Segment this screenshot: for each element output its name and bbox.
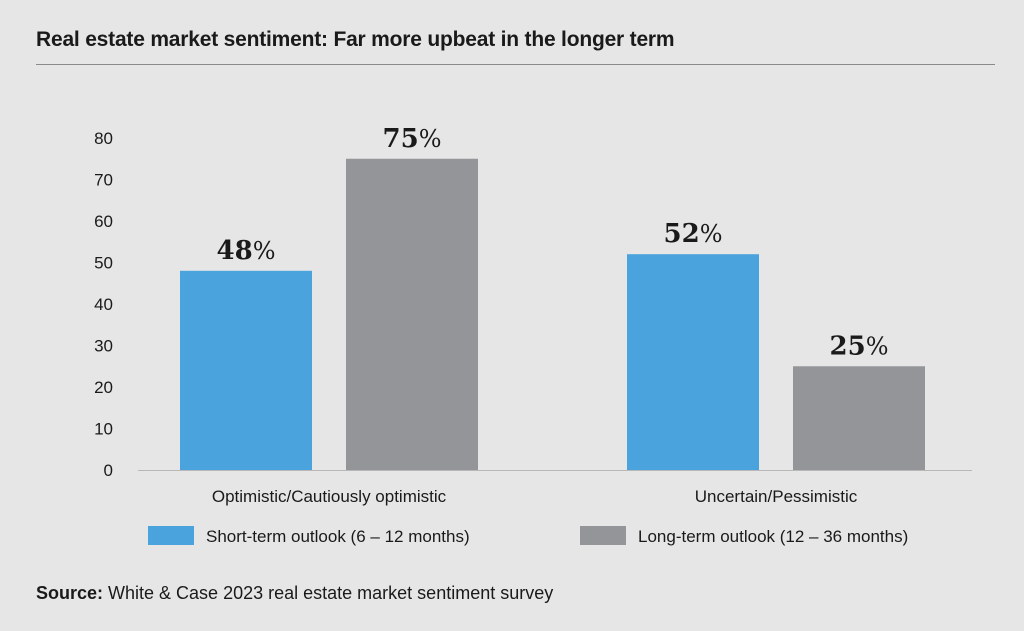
y-tick-label: 60: [94, 212, 113, 231]
data-label-value: 52: [664, 219, 700, 249]
source-note: Source: White & Case 2023 real estate ma…: [36, 583, 553, 604]
legend: Short-term outlook (6 – 12 months) Long-t…: [148, 526, 908, 546]
y-tick-label: 0: [104, 461, 113, 480]
legend-label: Long-term outlook (12 – 36 months): [638, 527, 908, 546]
bar-short-term-1: [180, 270, 312, 470]
source-label: Source:: [36, 583, 104, 603]
category-labels: Optimistic/Cautiously optimistic Uncertai…: [212, 487, 858, 506]
y-axis: 0 10 20 30 40 50 60 70 80: [94, 129, 113, 480]
bar-long-term-1: [346, 158, 478, 470]
y-tick-label: 20: [94, 378, 113, 397]
data-label: 25%: [830, 331, 889, 361]
data-label-percent: %: [866, 332, 889, 360]
data-label-percent: %: [253, 237, 276, 265]
category-label: Uncertain/Pessimistic: [695, 487, 858, 506]
data-label: 48%: [217, 236, 276, 266]
legend-swatch: [148, 526, 194, 545]
y-tick-label: 40: [94, 295, 113, 314]
data-labels: 48%75%52%25%: [217, 124, 889, 362]
y-tick-label: 50: [94, 254, 113, 273]
category-label: Optimistic/Cautiously optimistic: [212, 487, 447, 506]
data-label-percent: %: [419, 125, 442, 153]
legend-swatch: [580, 526, 626, 545]
data-label: 75%: [383, 124, 442, 154]
y-tick-label: 30: [94, 337, 113, 356]
y-tick-label: 70: [94, 171, 113, 190]
data-label-value: 75: [383, 124, 419, 154]
data-label-percent: %: [700, 220, 723, 248]
y-tick-label: 10: [94, 420, 113, 439]
y-tick-label: 80: [94, 129, 113, 148]
source-text: White & Case 2023 real estate market sen…: [103, 583, 554, 603]
data-label-value: 25: [830, 331, 866, 361]
bar-short-term-2: [627, 254, 759, 470]
data-label: 52%: [664, 219, 723, 249]
chart-title: Real estate market sentiment: Far more u…: [36, 28, 675, 51]
bars: [180, 158, 925, 470]
bar-long-term-2: [793, 366, 925, 470]
title-divider: [36, 64, 995, 65]
legend-label: Short-term outlook (6 – 12 months): [206, 527, 470, 546]
data-label-value: 48: [217, 236, 253, 266]
